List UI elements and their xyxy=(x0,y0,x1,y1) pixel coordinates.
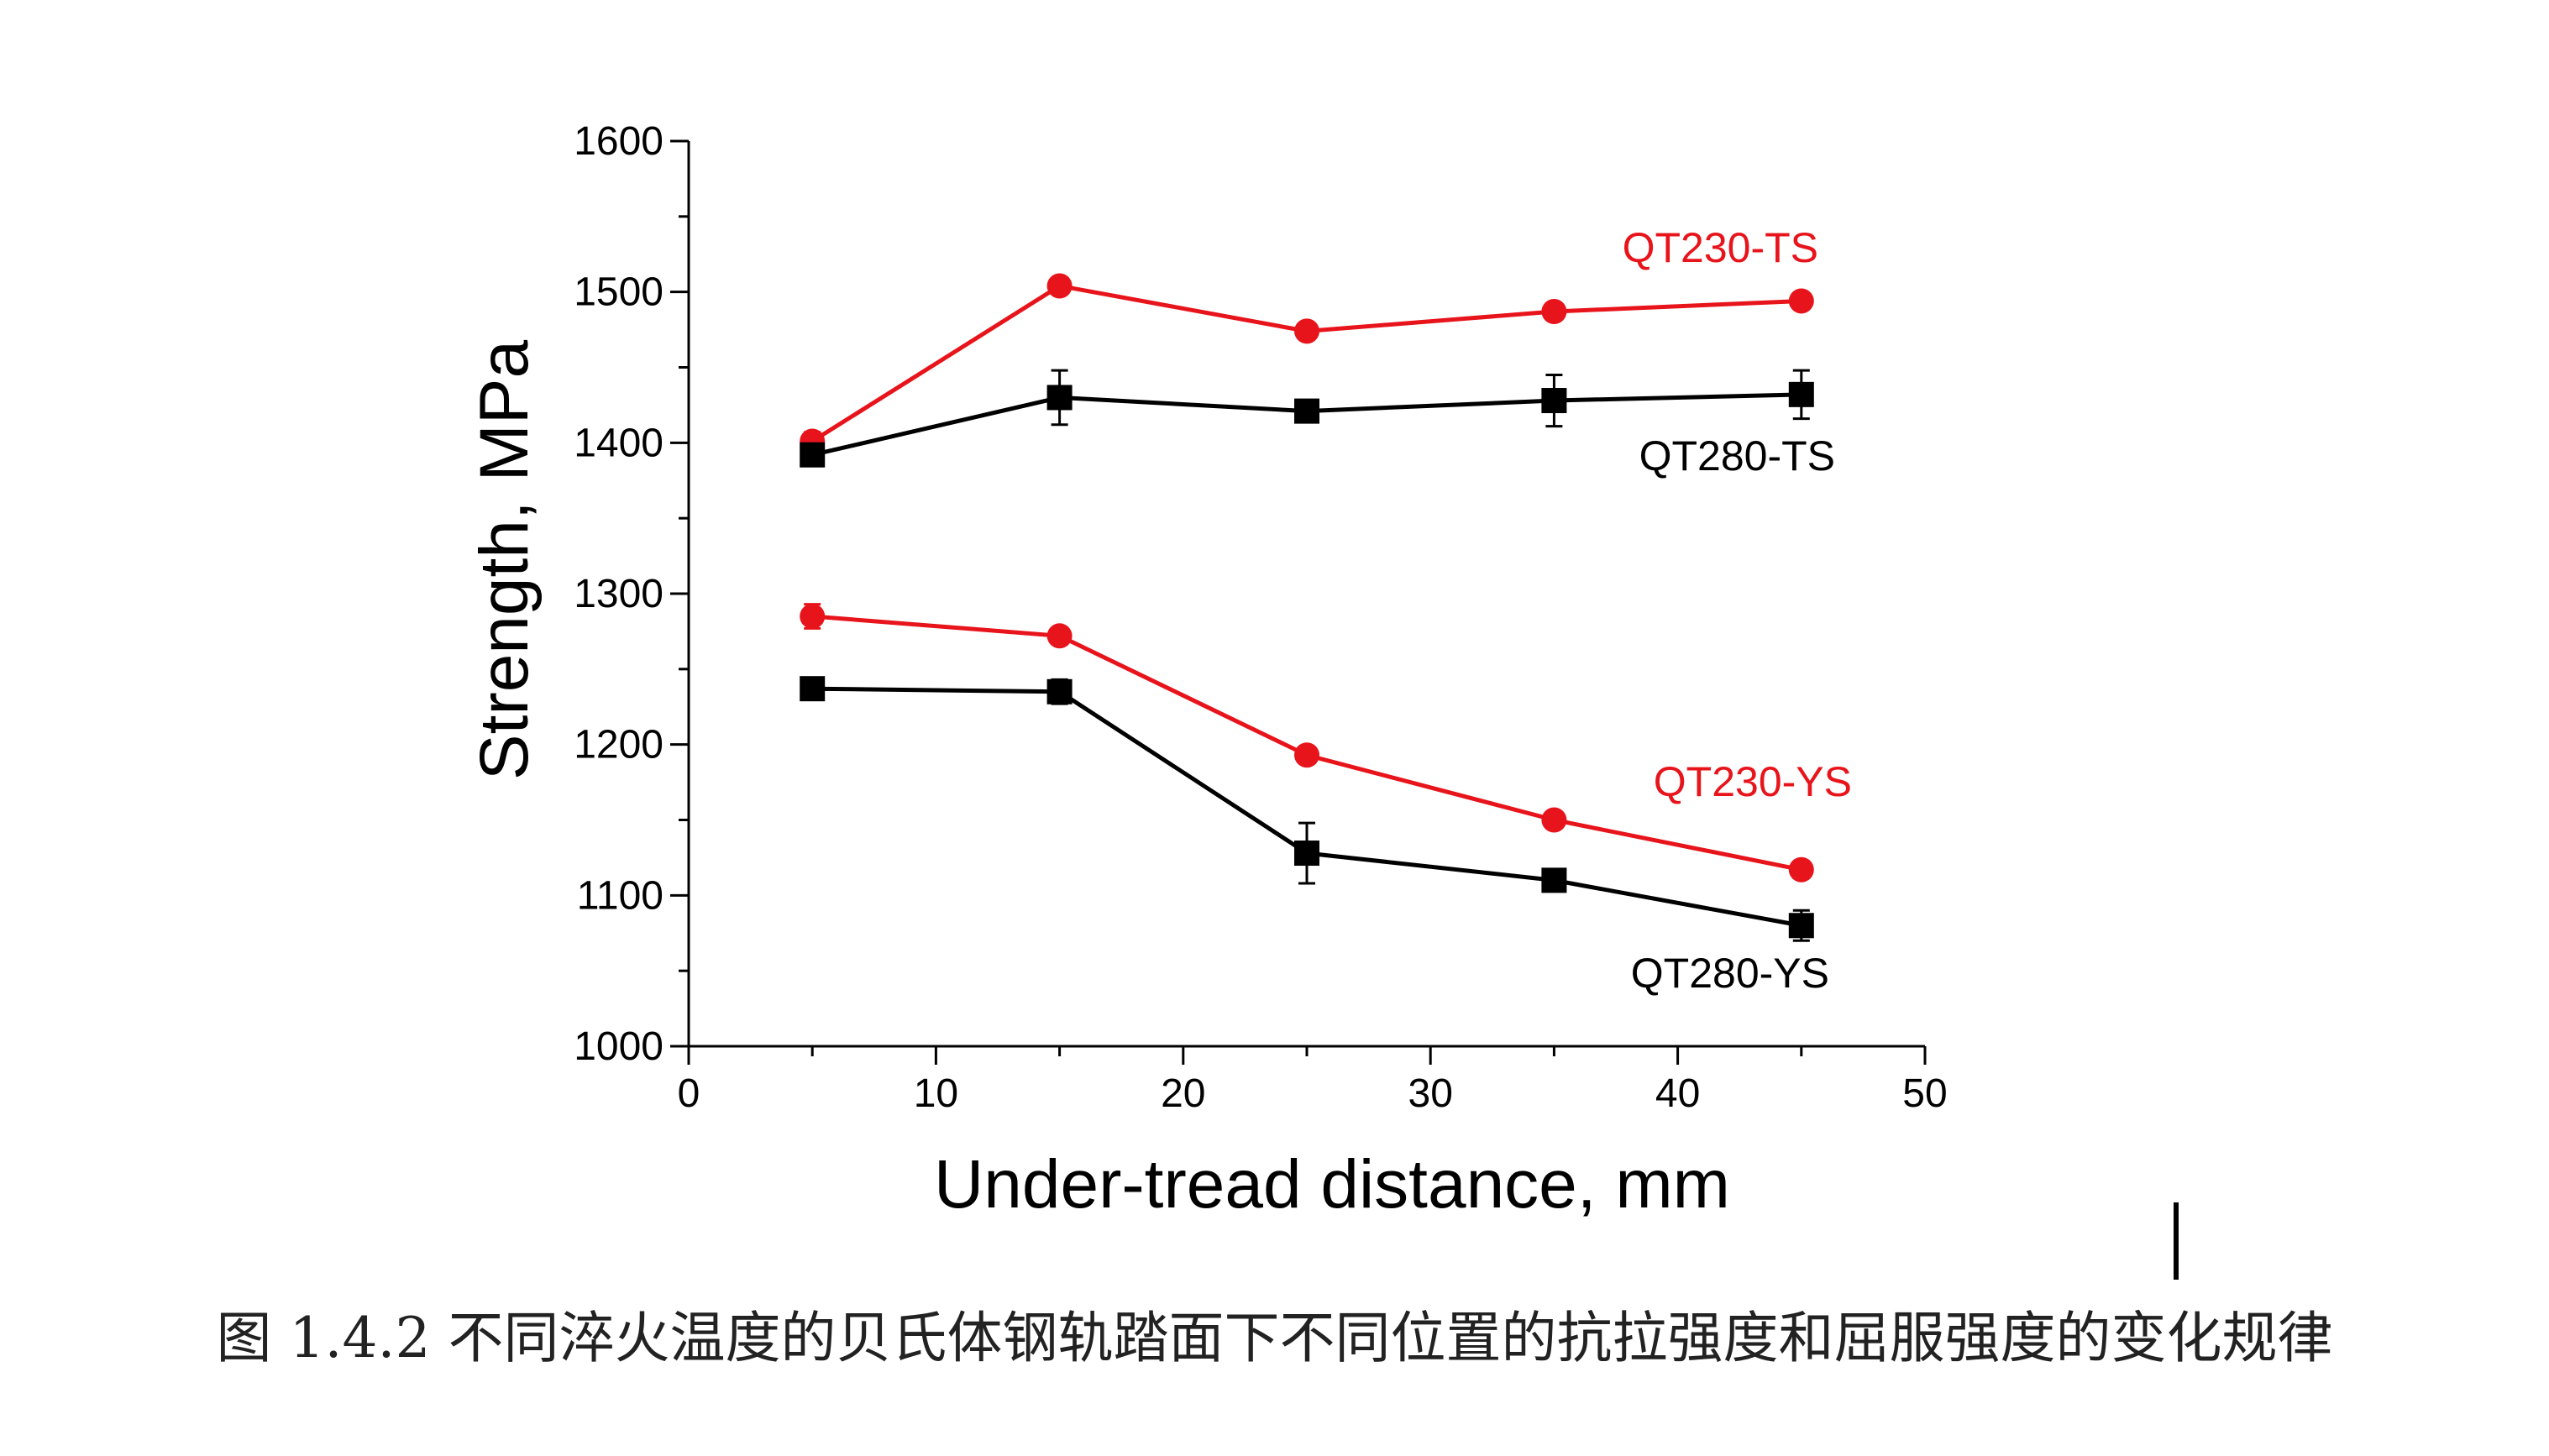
data-point xyxy=(1541,807,1567,833)
data-point xyxy=(800,676,826,702)
series-label-qt230-ts: QT230-TS xyxy=(1623,224,1818,271)
data-point xyxy=(800,603,826,629)
x-tick-label: 0 xyxy=(678,1071,700,1116)
data-point xyxy=(1294,742,1319,768)
data-point xyxy=(1294,398,1319,424)
series-qt280-ts xyxy=(800,369,1814,468)
data-point xyxy=(1788,288,1814,314)
data-point xyxy=(1046,385,1073,411)
data-point xyxy=(1788,913,1814,939)
data-point xyxy=(1788,856,1814,883)
x-tick-label: 30 xyxy=(1408,1071,1453,1116)
data-point xyxy=(1541,299,1567,325)
y-tick-label: 1300 xyxy=(574,572,663,616)
y-tick-label: 1100 xyxy=(577,873,663,918)
data-point xyxy=(1541,388,1567,414)
y-tick-label: 1500 xyxy=(574,270,663,315)
data-point xyxy=(800,442,826,468)
y-tick-label: 1400 xyxy=(574,421,663,465)
y-tick-label: 1600 xyxy=(574,119,663,164)
x-tick-label: 10 xyxy=(914,1071,958,1116)
data-point xyxy=(1046,273,1073,299)
labels-layer: QT230-TS QT280-TS QT230-YS QT280-YS xyxy=(1623,224,1852,997)
data-point xyxy=(1788,381,1814,407)
series-qt280-ys xyxy=(800,676,1814,942)
data-point xyxy=(1294,841,1319,867)
series-label-qt230-ys: QT230-YS xyxy=(1654,758,1852,805)
data-point xyxy=(1046,623,1073,649)
data-point xyxy=(1046,678,1073,704)
x-tick-label: 50 xyxy=(1902,1071,1947,1116)
x-axis-title: Under-tread distance, mm xyxy=(934,1146,1730,1223)
series-qt230-ys xyxy=(800,603,1814,883)
y-axis-title: Strength, MPa xyxy=(466,340,543,781)
series-label-qt280-ys: QT280-YS xyxy=(1631,950,1829,997)
x-tick-label: 20 xyxy=(1161,1071,1205,1116)
figure-caption: 图 1.4.2 不同淬火温度的贝氏体钢轨踏面下不同位置的抗拉强度和屈服强度的变化… xyxy=(216,1306,2333,1370)
series-layer xyxy=(800,273,1814,942)
y-tick-label: 1200 xyxy=(574,723,663,767)
series-label-qt280-ts: QT280-TS xyxy=(1639,432,1835,479)
data-point xyxy=(1541,867,1567,893)
y-tick-label: 1000 xyxy=(574,1024,663,1069)
text-cursor-mark xyxy=(2174,1202,2179,1280)
axes: 1000 1100 1200 1300 1400 1500 1600 0 10 20 30 40 50 U… xyxy=(466,119,1948,1223)
series-qt230-ts xyxy=(800,273,1814,454)
data-point xyxy=(1294,318,1319,344)
series-line xyxy=(812,686,1802,928)
x-tick-label: 40 xyxy=(1655,1071,1700,1116)
